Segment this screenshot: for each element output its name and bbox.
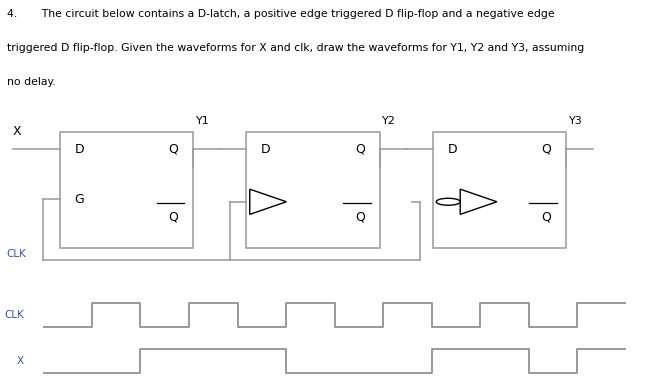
Text: triggered D flip-flop. Given the waveforms for X and clk, draw the waveforms for: triggered D flip-flop. Given the wavefor… bbox=[7, 43, 584, 53]
Text: Q: Q bbox=[168, 211, 178, 224]
Text: Q: Q bbox=[541, 211, 551, 224]
Text: no delay.: no delay. bbox=[7, 78, 55, 87]
Text: 4.       The circuit below contains a D-latch, a positive edge triggered D flip-: 4. The circuit below contains a D-latch,… bbox=[7, 9, 554, 19]
Text: X: X bbox=[13, 125, 21, 138]
Text: CLK: CLK bbox=[7, 249, 27, 259]
Text: Y1: Y1 bbox=[196, 116, 210, 126]
Text: Y2: Y2 bbox=[382, 116, 396, 126]
Text: G: G bbox=[75, 193, 85, 206]
Text: CLK: CLK bbox=[4, 310, 24, 320]
Text: Q: Q bbox=[541, 143, 551, 156]
Text: D: D bbox=[75, 143, 84, 156]
Bar bbox=[60, 132, 193, 248]
Text: Q: Q bbox=[355, 143, 365, 156]
Text: Q: Q bbox=[168, 143, 178, 156]
Text: Q: Q bbox=[355, 211, 365, 224]
Text: X: X bbox=[17, 356, 24, 366]
Text: D: D bbox=[448, 143, 457, 156]
Bar bbox=[433, 132, 566, 248]
Text: D: D bbox=[261, 143, 270, 156]
Text: Y3: Y3 bbox=[569, 116, 583, 126]
Bar bbox=[246, 132, 380, 248]
